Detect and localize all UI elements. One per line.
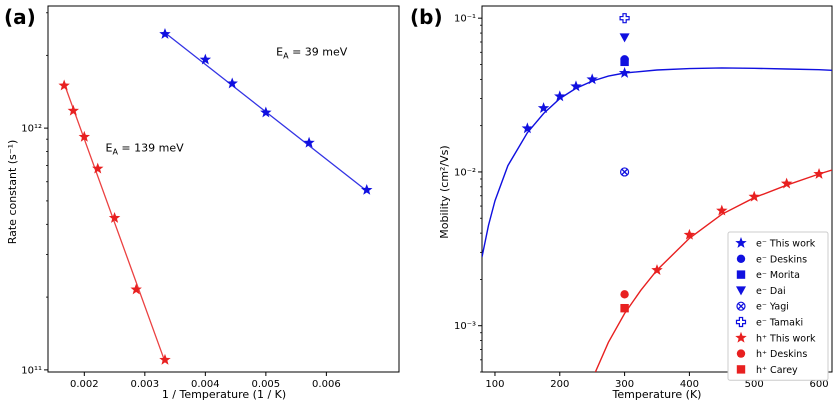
panel-b-data-point — [683, 228, 696, 240]
panel-a-fit-line — [63, 83, 166, 363]
legend-entry: e⁻ Morita — [756, 270, 800, 281]
panel-b-x-tick-label: 400 — [680, 379, 699, 390]
legend-marker — [736, 254, 746, 263]
panel-b-x-axis-label: Temperature (K) — [612, 388, 702, 401]
panel-b-data-point — [618, 67, 631, 78]
panel-a-y-tick-label: 10¹² — [21, 124, 42, 135]
panel-a-frame — [47, 5, 400, 373]
panel-a-plot-area: 0.002 0.003 0.004 0.005 0.006 10¹¹ 10¹² EA = 13… — [21, 5, 400, 390]
panel-a-data-point — [159, 353, 171, 365]
panel-b-data-point — [586, 73, 598, 85]
panel-b-x-tick-label: 100 — [485, 379, 504, 390]
legend-marker — [735, 237, 747, 248]
panel-a-label: (a) — [4, 5, 36, 29]
marker-ring — [619, 167, 630, 177]
panel-a-data-point — [78, 130, 91, 142]
panel-b: (b) 100 200 300 400 500 600 10⁻³ 10⁻² 10⁻¹ e⁻ Thi… — [410, 5, 833, 401]
marker-cross — [621, 168, 628, 176]
legend-entry: e⁻ Tamaki — [756, 318, 803, 329]
panel-a-activation-energy-label: EA = 139 meV — [105, 142, 184, 157]
legend-marker — [735, 316, 747, 328]
panel-b-data-point — [620, 290, 629, 299]
legend-entry: h⁺ This work — [756, 333, 816, 344]
panel-b-y-tick-label: 10⁻² — [454, 167, 476, 178]
legend-entry: h⁺ Carey — [756, 365, 798, 376]
legend-entry: e⁻ Deskins — [756, 254, 807, 265]
panel-a-data-point — [130, 283, 142, 295]
legend-entry: e⁻ Yagi — [756, 302, 789, 313]
panel-b-data-point — [620, 57, 629, 67]
legend-marker — [735, 331, 747, 343]
legend-marker — [736, 301, 746, 311]
panel-a-x-tick-label: 0.002 — [70, 379, 99, 390]
panel-a-y-axis-label: Rate constant (s⁻¹) — [6, 140, 19, 245]
panel-b-legend: e⁻ This work e⁻ Deskins e⁻ Morita e⁻ Dai e⁻ … — [727, 231, 829, 381]
panel-a-y-tick-label: 10¹¹ — [21, 365, 42, 376]
panel-b-x-tick-label: 300 — [615, 379, 634, 390]
panel-b-data-point — [813, 167, 825, 179]
panel-b-frame — [481, 5, 833, 373]
panel-b-data-point — [619, 13, 630, 24]
panel-b-y-tick-label: 10⁻³ — [454, 321, 476, 332]
marker-ring — [736, 301, 746, 311]
panel-b-y-axis-label: Mobility (cm²/Vs) — [438, 145, 451, 238]
panel-b-x-tick-label: 500 — [745, 379, 764, 390]
legend-marker — [736, 286, 746, 296]
panel-b-x-tick-label: 600 — [809, 379, 828, 390]
legend-entry: e⁻ This work — [756, 239, 816, 250]
panel-a-activation-energy-label: EA = 39 meV — [276, 45, 348, 60]
panel-a-x-axis-label: 1 / Temperature (1 / K) — [162, 388, 286, 401]
panel-a-data-point — [58, 79, 70, 91]
legend-box — [727, 231, 829, 381]
panel-a-data-point — [159, 28, 171, 39]
panel-a-data-point — [108, 211, 121, 223]
panel-b-label: (b) — [410, 5, 443, 29]
panel-b-plot-area: 100 200 300 400 500 600 10⁻³ 10⁻² 10⁻¹ e⁻ This wo… — [454, 5, 833, 390]
panel-b-model-curve — [482, 67, 832, 258]
legend-entry: h⁺ Deskins — [756, 349, 807, 360]
panel-b-data-point — [748, 190, 760, 202]
panel-b-data-point — [716, 204, 728, 216]
panel-b-data-point — [537, 102, 550, 113]
panel-a-data-point — [92, 162, 104, 174]
panel-a-data-point — [199, 53, 212, 65]
panel-b-data-point — [521, 122, 534, 134]
legend-marker — [736, 349, 746, 358]
legend-marker — [736, 365, 746, 374]
legend-marker — [736, 270, 746, 279]
panel-a-x-tick-label: 0.005 — [252, 379, 281, 390]
panel-b-data-point — [570, 80, 582, 92]
panel-b-x-tick-label: 200 — [550, 379, 569, 390]
panel-b-data-point — [651, 264, 663, 275]
panel-b-data-point — [780, 177, 793, 189]
panel-b-data-point — [620, 303, 629, 313]
legend-entry: e⁻ Dai — [756, 286, 786, 297]
panel-b-data-point — [619, 167, 630, 177]
panel-a-data-point — [67, 104, 79, 116]
panel-a-data-point — [226, 77, 238, 89]
panel-a-data-point — [303, 136, 315, 148]
panel-a-x-tick-label: 0.004 — [191, 379, 220, 390]
marker-cross — [737, 302, 745, 310]
panel-b-data-point — [554, 90, 566, 102]
panel-a-data-point — [361, 183, 373, 195]
panel-a-data-point — [260, 106, 272, 118]
panel-a: (a) 0.002 0.003 0.004 0.005 0.006 10¹¹ 10¹² EA … — [4, 5, 400, 401]
panel-a-x-tick-label: 0.006 — [312, 379, 341, 390]
panel-b-data-point — [619, 33, 630, 43]
panel-a-x-tick-label: 0.003 — [131, 379, 160, 390]
panel-b-y-tick-label: 10⁻¹ — [454, 14, 476, 25]
panel-b-model-curve — [594, 169, 832, 372]
panel-b-curves — [482, 67, 832, 372]
